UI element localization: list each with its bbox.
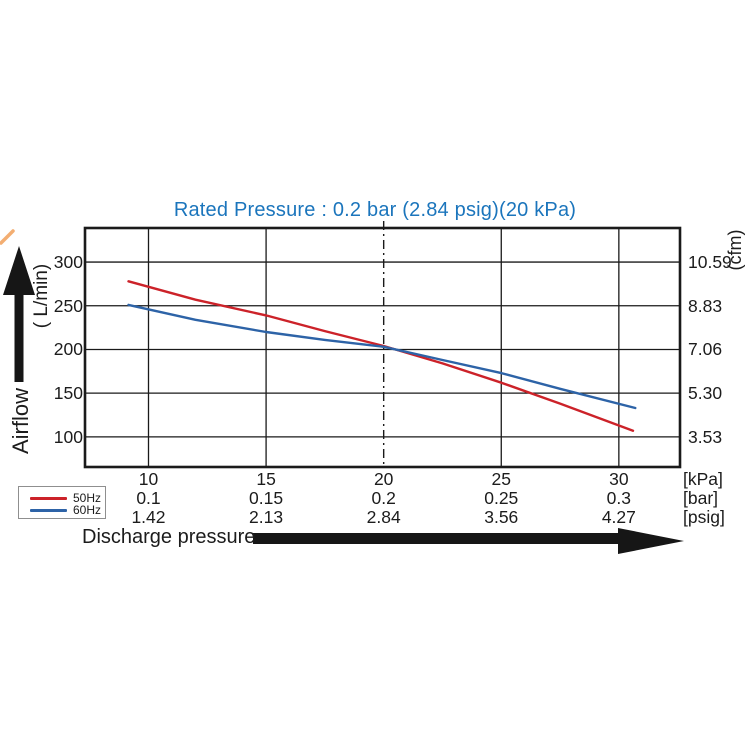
- x-tick-label-psig: 4.27: [601, 507, 636, 527]
- x-tick-label-kpa: 20: [373, 469, 394, 489]
- y-right-tick-label: 10.59: [688, 252, 732, 273]
- y-axis-title-airflow: Airflow: [8, 388, 33, 455]
- x-axis-title: Discharge pressure: [82, 526, 256, 548]
- corner-artifact-mark: [0, 229, 15, 245]
- x-tick-label-kpa: 10: [138, 469, 159, 489]
- legend-line-50hz-icon: [30, 497, 67, 500]
- x-tick-label-psig: 2.13: [249, 507, 284, 527]
- legend-label-50hz: 50Hz: [73, 491, 102, 505]
- legend: 50Hz 60Hz: [18, 486, 106, 519]
- legend-item-50hz: 50Hz: [19, 491, 105, 505]
- y-left-tick-label: 300: [53, 252, 83, 273]
- x-unit-psig: [psig]: [683, 507, 725, 527]
- plot-border: [83, 226, 682, 469]
- x-tick-label-kpa: 25: [491, 469, 511, 489]
- series-60hz-line: [127, 303, 637, 410]
- legend-line-60hz-icon: [30, 509, 67, 512]
- x-tick-label-psig: 1.42: [131, 507, 166, 527]
- y-right-tick-label: 7.06: [688, 339, 723, 360]
- y-left-tick-label: 200: [53, 339, 83, 360]
- x-tick-label-psig: 3.56: [484, 507, 519, 527]
- x-tick-label-bar: 0.25: [484, 488, 519, 508]
- discharge-axis-arrow-icon: [253, 528, 684, 554]
- x-tick-label-bar: 0.3: [606, 488, 631, 508]
- y-right-tick-label: 5.30: [688, 383, 723, 404]
- airflow-axis-arrow-icon: [3, 246, 35, 382]
- x-tick-label-kpa: 30: [609, 469, 629, 489]
- x-tick-label-kpa: 15: [256, 469, 276, 489]
- x-tick-label-bar: 0.2: [371, 488, 396, 508]
- legend-item-60hz: 60Hz: [19, 503, 105, 517]
- series-50hz-line: [127, 280, 635, 432]
- x-tick-label-psig: 2.84: [366, 507, 401, 527]
- y-left-tick-label: 100: [53, 426, 83, 447]
- chart-title: Rated Pressure : 0.2 bar (2.84 psig)(20 …: [173, 199, 577, 221]
- x-tick-label-bar: 0.15: [249, 488, 284, 508]
- x-unit-kpa: [kPa]: [683, 469, 723, 489]
- legend-label-60hz: 60Hz: [73, 503, 102, 517]
- y-right-tick-label: 3.53: [688, 426, 723, 447]
- x-unit-bar: [bar]: [683, 488, 719, 508]
- y-left-tick-label: 150: [53, 383, 83, 404]
- y-left-tick-label: 250: [53, 295, 83, 316]
- y-right-tick-label: 8.83: [688, 295, 723, 316]
- x-tick-label-bar: 0.1: [136, 488, 161, 508]
